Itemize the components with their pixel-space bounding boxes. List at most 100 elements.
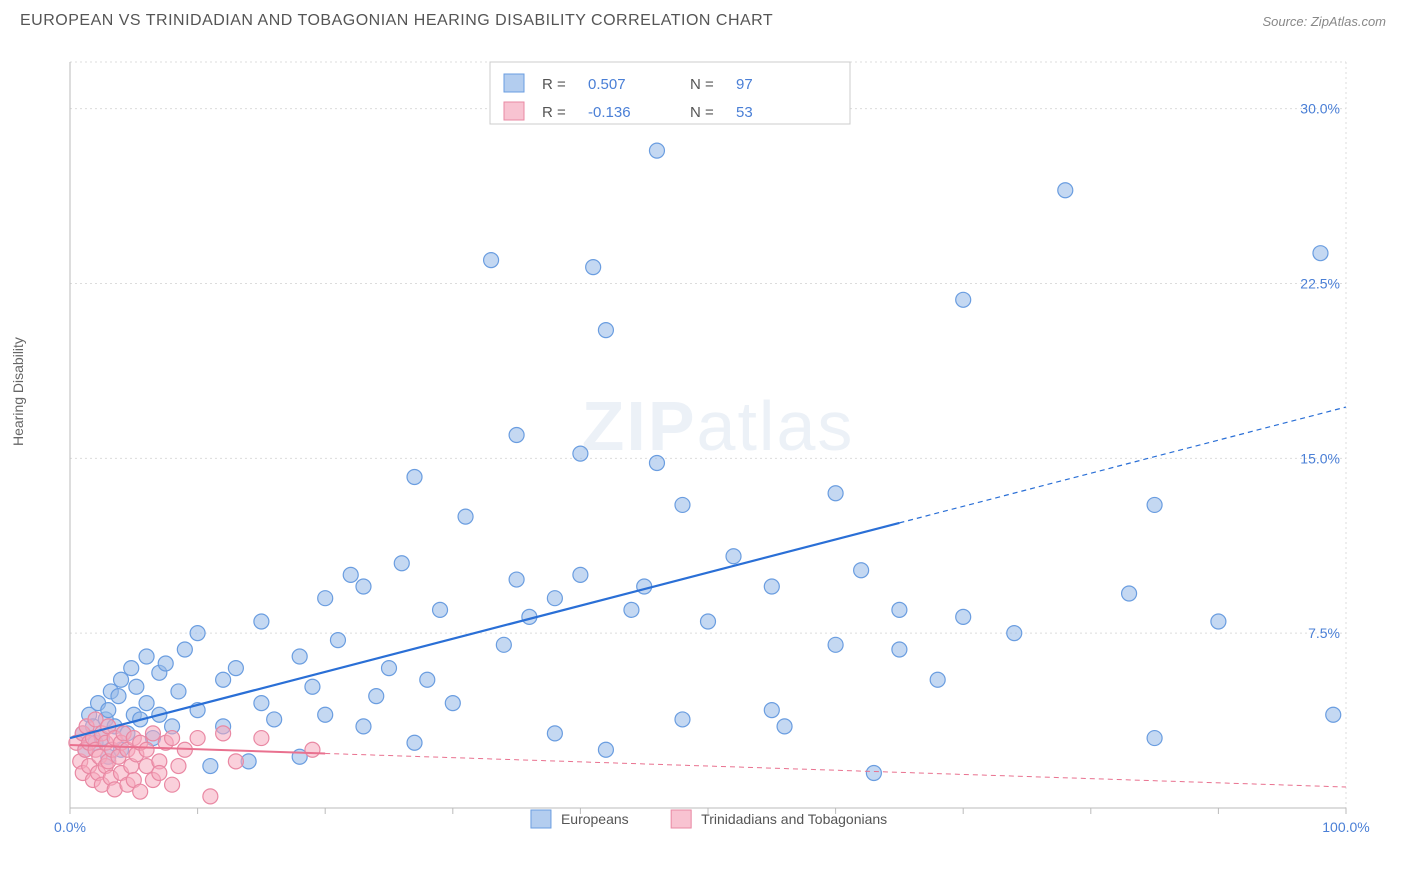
data-point xyxy=(726,549,741,564)
data-point xyxy=(216,672,231,687)
data-point xyxy=(701,614,716,629)
source-label: Source: ZipAtlas.com xyxy=(1262,14,1386,29)
legend-r-label: R = xyxy=(542,76,566,93)
data-point xyxy=(598,742,613,757)
data-point xyxy=(158,656,173,671)
data-point xyxy=(509,572,524,587)
legend-n-value: 97 xyxy=(736,76,753,93)
data-point xyxy=(292,649,307,664)
y-tick-label: 15.0% xyxy=(1300,450,1340,466)
data-point xyxy=(1058,183,1073,198)
data-point xyxy=(228,661,243,676)
data-point xyxy=(139,649,154,664)
y-tick-label: 22.5% xyxy=(1300,275,1340,291)
data-point xyxy=(129,679,144,694)
data-point xyxy=(318,591,333,606)
data-point xyxy=(369,689,384,704)
legend-series-label: Europeans xyxy=(561,811,629,827)
data-point xyxy=(675,712,690,727)
data-point xyxy=(892,602,907,617)
data-point xyxy=(764,579,779,594)
data-point xyxy=(254,696,269,711)
data-point xyxy=(586,260,601,275)
data-point xyxy=(1122,586,1137,601)
data-point xyxy=(111,689,126,704)
data-point xyxy=(318,707,333,722)
data-point xyxy=(649,455,664,470)
data-point xyxy=(165,777,180,792)
data-point xyxy=(573,567,588,582)
data-point xyxy=(547,591,562,606)
data-point xyxy=(445,696,460,711)
data-point xyxy=(171,759,186,774)
legend-r-label: R = xyxy=(542,104,566,121)
y-axis-label: Hearing Disability xyxy=(10,337,26,446)
data-point xyxy=(305,679,320,694)
data-point xyxy=(133,784,148,799)
x-tick-label: 0.0% xyxy=(54,819,86,835)
data-point xyxy=(624,602,639,617)
data-point xyxy=(1147,497,1162,512)
data-point xyxy=(547,726,562,741)
data-point xyxy=(101,703,116,718)
data-point xyxy=(356,719,371,734)
data-point xyxy=(956,292,971,307)
legend-n-value: 53 xyxy=(736,104,753,121)
data-point xyxy=(649,143,664,158)
data-point xyxy=(139,696,154,711)
data-point xyxy=(139,742,154,757)
data-point xyxy=(828,637,843,652)
data-point xyxy=(407,469,422,484)
data-point xyxy=(203,759,218,774)
data-point xyxy=(394,556,409,571)
data-point xyxy=(433,602,448,617)
legend-n-label: N = xyxy=(690,76,714,93)
data-point xyxy=(171,684,186,699)
data-point xyxy=(330,633,345,648)
chart-container: ZIPatlas 7.5%15.0%22.5%30.0%0.0%100.0%R … xyxy=(50,48,1386,852)
data-point xyxy=(509,428,524,443)
data-point xyxy=(956,609,971,624)
data-point xyxy=(458,509,473,524)
data-point xyxy=(573,446,588,461)
legend-swatch xyxy=(531,810,551,828)
data-point xyxy=(637,579,652,594)
legend-n-label: N = xyxy=(690,104,714,121)
data-point xyxy=(1147,731,1162,746)
data-point xyxy=(866,766,881,781)
data-point xyxy=(1313,246,1328,261)
trend-line-extrapolated xyxy=(899,407,1346,523)
data-point xyxy=(190,626,205,641)
data-point xyxy=(114,672,129,687)
data-point xyxy=(407,735,422,750)
x-tick-label: 100.0% xyxy=(1322,819,1369,835)
chart-title: EUROPEAN VS TRINIDADIAN AND TOBAGONIAN H… xyxy=(20,12,773,30)
legend-series-label: Trinidadians and Tobagonians xyxy=(701,811,887,827)
legend-r-value: -0.136 xyxy=(588,104,631,121)
data-point xyxy=(343,567,358,582)
data-point xyxy=(165,731,180,746)
data-point xyxy=(828,486,843,501)
data-point xyxy=(228,754,243,769)
data-point xyxy=(764,703,779,718)
data-point xyxy=(254,614,269,629)
data-point xyxy=(124,661,139,676)
legend-r-value: 0.507 xyxy=(588,76,626,93)
data-point xyxy=(854,563,869,578)
trend-line-extrapolated xyxy=(325,753,1346,787)
data-point xyxy=(267,712,282,727)
legend-swatch xyxy=(671,810,691,828)
data-point xyxy=(190,731,205,746)
y-tick-label: 30.0% xyxy=(1300,101,1340,117)
data-point xyxy=(145,726,160,741)
data-point xyxy=(496,637,511,652)
data-point xyxy=(484,253,499,268)
y-tick-label: 7.5% xyxy=(1308,625,1340,641)
data-point xyxy=(177,642,192,657)
scatter-chart: 7.5% 15.0% 22.5% 30.0% 0.0% 100.0% R = 0.507 N =… xyxy=(50,48,1386,852)
data-point xyxy=(420,672,435,687)
data-point xyxy=(152,766,167,781)
data-point xyxy=(203,789,218,804)
legend-swatch xyxy=(504,74,524,92)
data-point xyxy=(254,731,269,746)
